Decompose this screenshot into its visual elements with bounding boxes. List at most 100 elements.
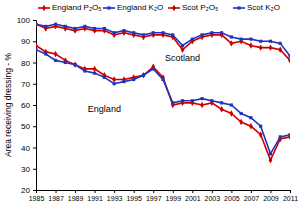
legend-item: Scot P₂O₅ <box>168 3 218 12</box>
legend-label: England K₂O <box>117 3 163 12</box>
point <box>259 125 262 128</box>
point <box>269 157 273 163</box>
point <box>220 31 223 34</box>
y-tick-label: 20 <box>21 186 30 195</box>
point <box>191 38 194 41</box>
point <box>132 32 136 38</box>
point <box>122 29 125 32</box>
point <box>239 119 243 125</box>
point <box>278 47 282 53</box>
point <box>112 32 116 38</box>
y-tick-mark <box>33 63 36 64</box>
x-tick-mark <box>36 190 37 193</box>
point <box>230 110 234 116</box>
x-tick: 1995 <box>126 190 142 202</box>
point <box>113 31 116 34</box>
legend-marker <box>42 5 46 11</box>
point <box>181 99 184 102</box>
point <box>142 72 146 78</box>
point <box>288 57 290 63</box>
point <box>83 69 86 72</box>
point <box>200 33 203 36</box>
point <box>171 101 174 104</box>
point <box>103 72 107 78</box>
y-tick-mark <box>33 20 36 21</box>
legend-label: Scot K₂O <box>247 3 280 12</box>
point <box>190 100 194 106</box>
y-tick: 50 <box>21 122 36 131</box>
x-tick-label: 1993 <box>107 195 123 202</box>
point <box>83 25 87 31</box>
x-tick: 2007 <box>244 190 260 202</box>
x-tick: 1997 <box>146 190 162 202</box>
point <box>103 27 106 30</box>
y-tick: 20 <box>21 186 36 195</box>
y-tick-mark <box>33 169 36 170</box>
x-tick: 1987 <box>48 190 64 202</box>
x-tick: 2001 <box>185 190 201 202</box>
x-tick-mark <box>251 190 252 193</box>
y-tick: 90 <box>21 37 36 46</box>
x-tick: 2003 <box>205 190 221 202</box>
point <box>151 32 155 38</box>
point <box>83 25 86 28</box>
point <box>259 44 263 50</box>
point <box>63 25 67 31</box>
x-tick-mark <box>95 190 96 193</box>
x-tick-mark <box>290 190 291 193</box>
x-tick: 2009 <box>263 190 279 202</box>
point <box>181 100 185 106</box>
legend-marker <box>107 6 110 9</box>
point <box>152 31 155 34</box>
point <box>103 27 107 33</box>
legend-label: England P₂O₅ <box>52 3 101 12</box>
point <box>93 27 96 30</box>
point <box>54 59 57 62</box>
x-tick-mark <box>134 190 135 193</box>
point <box>269 44 273 50</box>
point <box>181 44 184 47</box>
point <box>230 103 233 106</box>
point <box>132 74 136 80</box>
point <box>142 33 145 36</box>
x-tick: 1999 <box>165 190 181 202</box>
x-tick: 1985 <box>29 190 45 202</box>
annotation: England <box>88 104 121 114</box>
y-tick-label: 100 <box>17 16 31 25</box>
point <box>122 76 126 82</box>
point <box>240 38 243 41</box>
y-tick: 60 <box>21 101 36 110</box>
point <box>64 25 67 28</box>
legend-swatch <box>103 7 115 9</box>
x-tick-label: 1997 <box>146 195 162 202</box>
point <box>210 32 214 38</box>
point <box>73 27 77 33</box>
point <box>64 61 67 64</box>
chart: 2030405060708090100198519871989199119931… <box>0 0 300 208</box>
y-tick-label: 80 <box>21 59 30 68</box>
x-tick-mark <box>114 190 115 193</box>
legend-swatch <box>233 7 245 9</box>
point <box>44 49 48 55</box>
point <box>142 34 146 40</box>
point <box>36 23 38 26</box>
point <box>83 66 87 72</box>
legend: England P₂O₅ England K₂O Scot P₂O₅ Scot K₂O <box>38 3 280 12</box>
plot: 2030405060708090100198519871989199119931… <box>17 16 298 202</box>
series-group <box>36 21 290 163</box>
point <box>279 135 282 138</box>
legend-marker <box>172 5 176 11</box>
y-tick-label: 30 <box>21 165 30 174</box>
x-tick-label: 2001 <box>185 195 201 202</box>
point <box>249 38 252 41</box>
point <box>240 112 243 115</box>
y-tick: 80 <box>21 59 36 68</box>
x-axis: 1985198719891991199319951997199920012003… <box>29 190 298 202</box>
point <box>190 38 194 44</box>
x-tick-label: 1987 <box>48 195 64 202</box>
legend-label: Scot P₂O₅ <box>182 3 218 12</box>
point <box>249 116 252 119</box>
point <box>210 100 214 106</box>
point <box>171 102 175 108</box>
series-line <box>36 24 290 56</box>
